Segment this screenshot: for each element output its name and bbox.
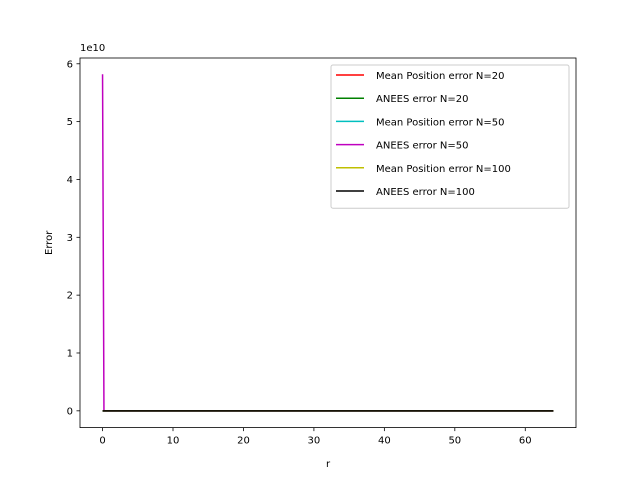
- y-tick-label-3: 3: [67, 233, 73, 244]
- x-tick-label-3: 30: [308, 436, 321, 447]
- legend-entry-1: ANEES error N=20: [376, 94, 468, 105]
- x-tick-label-2: 20: [237, 436, 250, 447]
- y-tick-label-5: 5: [67, 117, 73, 128]
- legend-box: [330, 64, 570, 209]
- legend-entry-0: Mean Position error N=20: [376, 71, 505, 82]
- series-layer: [101, 74, 554, 412]
- y-axis: 0 1 2 3 4 5 6: [67, 59, 80, 417]
- x-tick-label-6: 60: [519, 436, 532, 447]
- y-axis-label: Error: [44, 230, 55, 255]
- legend-entry-2: Mean Position error N=50: [376, 117, 505, 128]
- y-offset-text: 1e10: [80, 43, 105, 54]
- y-tick-label-4: 4: [67, 175, 73, 186]
- legend: Mean Position error N=20 ANEES error N=20…: [330, 64, 570, 209]
- legend-entry-5: ANEES error N=100: [376, 187, 475, 198]
- legend-entry-4: Mean Position error N=100: [376, 164, 511, 175]
- x-tick-label-5: 50: [448, 436, 461, 447]
- legend-entry-3: ANEES error N=50: [376, 141, 468, 152]
- x-tick-label-4: 40: [378, 436, 391, 447]
- x-tick-label-0: 0: [99, 436, 105, 447]
- axes-frame: [79, 57, 577, 429]
- y-tick-label-6: 6: [67, 59, 73, 70]
- x-axis: 0 10 20 30 40 50 60: [99, 427, 532, 447]
- x-axis-label: r: [326, 459, 331, 470]
- y-tick-label-2: 2: [67, 291, 73, 302]
- x-tick-label-1: 10: [167, 436, 180, 447]
- y-tick-label-0: 0: [67, 406, 73, 417]
- y-tick-label-1: 1: [67, 348, 73, 359]
